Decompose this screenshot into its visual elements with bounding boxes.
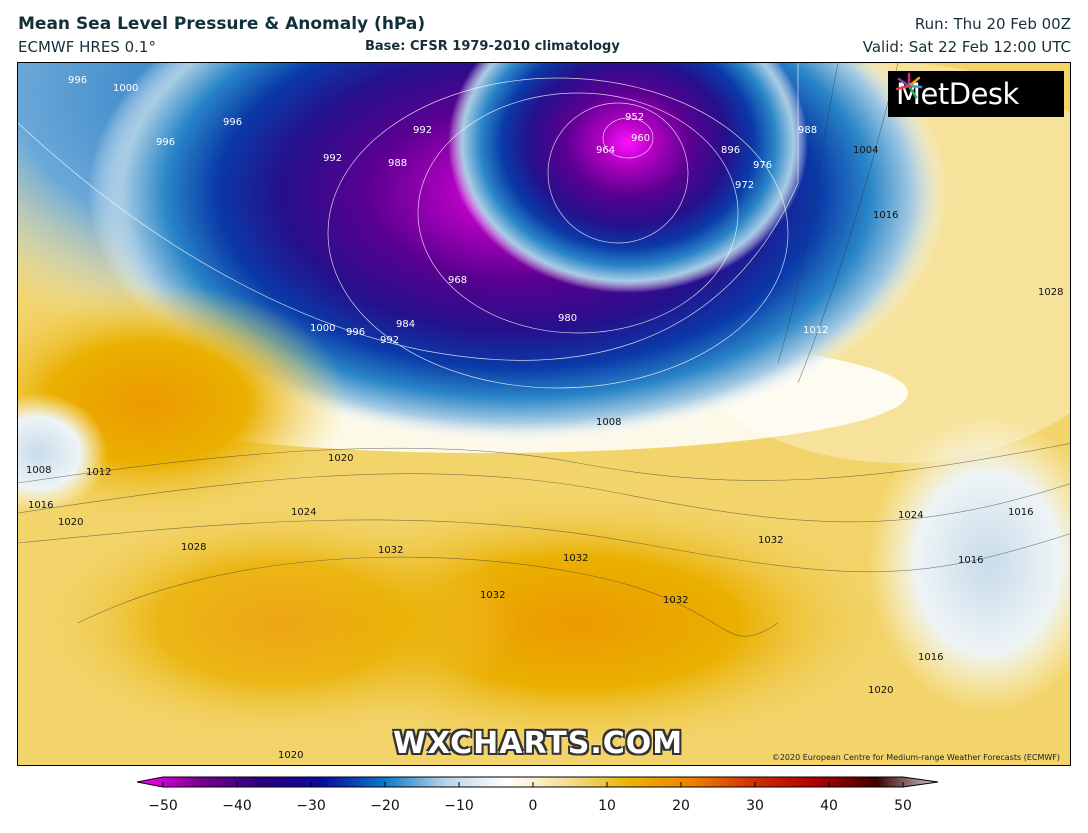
model-label: ECMWF HRES 0.1° <box>18 38 156 56</box>
colorbar-tick-label: −30 <box>296 798 326 814</box>
isobar-label: 1028 <box>181 542 206 553</box>
isobar-label: 1024 <box>291 507 316 518</box>
isobar-label: 1000 <box>113 83 138 94</box>
isobar-label: 992 <box>380 335 399 346</box>
isobar-label: 996 <box>346 327 365 338</box>
colorbar-tick-label: 20 <box>672 798 690 814</box>
isobar-label: 972 <box>735 180 754 191</box>
isobar-label: 1000 <box>310 323 335 334</box>
map-title: Mean Sea Level Pressure & Anomaly (hPa) <box>18 14 426 34</box>
logo-text: MetDesk <box>896 77 1019 111</box>
isobar-label: 1016 <box>958 555 983 566</box>
isobar-label: 996 <box>156 137 175 148</box>
climatology-base-label: Base: CFSR 1979-2010 climatology <box>365 39 620 54</box>
anomaly-colorbar <box>136 776 939 788</box>
isobar-label: 984 <box>396 319 415 330</box>
colorbar-tick-label: −50 <box>148 798 178 814</box>
metdesk-logo: MetDesk <box>888 71 1064 117</box>
colorbar-tick-label: 40 <box>820 798 838 814</box>
isobar-label: 1008 <box>596 417 621 428</box>
isobar-label: 976 <box>753 160 772 171</box>
colorbar-tick-label: 30 <box>746 798 764 814</box>
isobar-label: 1032 <box>563 553 588 564</box>
pressure-anomaly-map[interactable]: 996 1000 996 996 992 988 992 964 960 952 896 976 972… <box>17 62 1071 766</box>
colorbar-tick-label: −20 <box>370 798 400 814</box>
metdesk-burst-icon <box>895 72 923 99</box>
isobar-label: 964 <box>596 145 615 156</box>
isobar-label: 992 <box>413 125 432 136</box>
colorbar-tick-label: 10 <box>598 798 616 814</box>
isobar-label: 1016 <box>28 500 53 511</box>
isobar-label: 1032 <box>758 535 783 546</box>
isobar-label: 1020 <box>328 453 353 464</box>
isobar-label: 1016 <box>1008 507 1033 518</box>
isobar-label: 1016 <box>873 210 898 221</box>
isobar-label: 1020 <box>868 685 893 696</box>
run-time-label: Run: Thu 20 Feb 00Z <box>914 15 1071 33</box>
isobar-label: 968 <box>448 275 467 286</box>
isobar-label: 996 <box>68 75 87 86</box>
colorbar-tick-label: −10 <box>444 798 474 814</box>
isobar-label: 952 <box>625 112 644 123</box>
isobar-label: 992 <box>323 153 342 164</box>
isobar-label: 1020 <box>278 750 303 761</box>
isobar-label: 1032 <box>378 545 403 556</box>
isobar-label: 896 <box>721 145 740 156</box>
isobar-label: 1032 <box>663 595 688 606</box>
isobar-label: 1028 <box>1038 287 1063 298</box>
isobar-label: 1004 <box>853 145 878 156</box>
copyright-note: ©2020 European Centre for Medium-range W… <box>771 753 1060 762</box>
isobar-label: 1032 <box>480 590 505 601</box>
colorbar-tick-label: −40 <box>222 798 252 814</box>
isobar-label: 1020 <box>58 517 83 528</box>
isobar-label: 980 <box>558 313 577 324</box>
colorbar-tick-label: 50 <box>894 798 912 814</box>
isobar-label: 988 <box>388 158 407 169</box>
colorbar-bar <box>136 776 939 788</box>
isobar-label: 960 <box>631 133 650 144</box>
isobar-label: 1008 <box>26 465 51 476</box>
isobar-label: 1012 <box>86 467 111 478</box>
isobar-label: 1016 <box>918 652 943 663</box>
anomaly-field: 996 1000 996 996 992 988 992 964 960 952 896 976 972… <box>18 63 1070 765</box>
isobar-label: 996 <box>223 117 242 128</box>
valid-time-label: Valid: Sat 22 Feb 12:00 UTC <box>862 38 1071 56</box>
isobar-label: 1024 <box>898 510 923 521</box>
isobar-label: 1012 <box>803 325 828 336</box>
colorbar-tick-label: 0 <box>528 798 538 814</box>
wxcharts-watermark: WXCHARTS.COM <box>393 726 684 761</box>
isobar-label: 988 <box>798 125 817 136</box>
